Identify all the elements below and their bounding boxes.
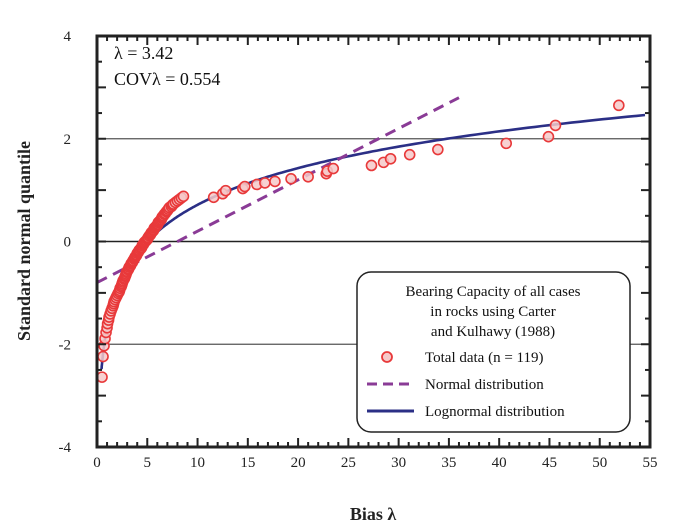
data-point [327, 162, 340, 175]
data-point [239, 180, 251, 193]
legend-title-line: Bearing Capacity of all cases [406, 284, 581, 300]
x-tick-label: 10 [190, 455, 205, 471]
mean-annotation: λ = 3.42 [114, 43, 173, 63]
normal-line [96, 96, 460, 284]
legend-title-line: in rocks using Carter [430, 304, 555, 320]
x-tick-label: 35 [441, 455, 456, 471]
data-point [285, 173, 297, 185]
x-tick-label: 5 [144, 455, 152, 471]
data-point [96, 371, 108, 383]
data-point [542, 130, 555, 143]
y-tick-label: -4 [59, 440, 72, 456]
data-point [177, 190, 190, 203]
legend-marker-data [381, 351, 393, 363]
data-point [403, 148, 416, 161]
x-tick-label: 55 [643, 455, 658, 471]
x-tick-label: 0 [93, 455, 101, 471]
series-layer [96, 96, 646, 383]
data-point [302, 170, 314, 183]
y-tick-label: 0 [64, 235, 72, 251]
x-tick-label: 30 [391, 455, 406, 471]
x-tick-labels: 0 5 10 15 20 25 30 35 40 45 50 55 [93, 455, 657, 471]
x-tick-label: 20 [291, 455, 306, 471]
data-point [549, 119, 562, 132]
x-axis-title: Bias λ [350, 504, 397, 524]
y-tick-label: -2 [59, 337, 72, 353]
data-point [269, 175, 281, 188]
data-point [500, 137, 513, 150]
legend-box [356, 271, 631, 433]
x-tick-label: 40 [492, 455, 507, 471]
x-tick-label: 25 [341, 455, 356, 471]
cov-annotation: COVλ = 0.554 [114, 69, 220, 89]
y-tick-labels: 4 2 0 -2 -4 [59, 29, 72, 456]
y-tick-label: 2 [64, 132, 72, 148]
y-tick-label: 4 [64, 29, 72, 45]
legend-title-line: and Kulhawy (1988) [431, 324, 555, 340]
data-point [259, 177, 271, 189]
ticks [96, 35, 651, 448]
data-point [384, 152, 397, 165]
data-point [432, 143, 444, 156]
data-point [97, 350, 109, 363]
x-tick-label: 50 [592, 455, 607, 471]
x-tick-label: 45 [542, 455, 557, 471]
legend-label-lognormal: Lognormal distribution [425, 404, 565, 420]
legend-label-data: Total data (n = 119) [425, 350, 543, 366]
x-tick-label: 15 [240, 455, 255, 471]
data-point [365, 159, 378, 172]
legend: Bearing Capacity of all cases in rocks u… [356, 271, 631, 433]
data-point [219, 184, 232, 197]
legend-label-normal: Normal distribution [425, 377, 544, 393]
data-point [613, 99, 625, 112]
y-axis-title: Standard normal quantile [14, 141, 34, 341]
